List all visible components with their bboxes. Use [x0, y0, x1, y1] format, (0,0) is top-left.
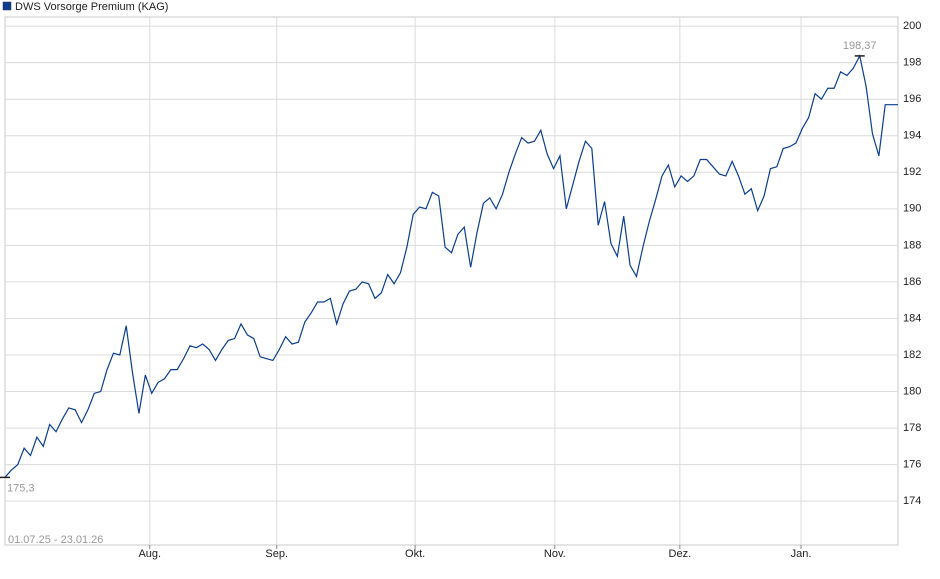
- x-tick-label: Sep.: [265, 548, 288, 560]
- y-tick-label: 200: [903, 20, 921, 32]
- line: [4, 54, 898, 478]
- y-tick-label: 192: [903, 166, 921, 178]
- y-tick-label: 174: [903, 495, 921, 507]
- y-tick-label: 180: [903, 385, 921, 397]
- y-tick-label: 194: [903, 130, 921, 142]
- y-tick-label: 176: [903, 459, 921, 471]
- plot-frame: [4, 16, 899, 546]
- x-tick-label: Dez.: [669, 548, 692, 560]
- y-tick-label: 188: [903, 239, 921, 251]
- value-label: 175,3: [7, 482, 35, 494]
- legend-swatch: [2, 1, 12, 11]
- x-tick-label: Nov.: [544, 548, 566, 560]
- y-tick-label: 178: [903, 422, 921, 434]
- x-tick-label: Okt.: [405, 548, 425, 560]
- legend-label: DWS Vorsorge Premium (KAG): [15, 1, 168, 13]
- y-tick-label: 182: [903, 349, 921, 361]
- x-tick-label: Aug.: [138, 548, 161, 560]
- y-tick-label: 184: [903, 312, 921, 324]
- y-tick-label: 198: [903, 57, 921, 69]
- value-label: 198,37: [843, 40, 877, 52]
- x-tick-label: Jan.: [791, 548, 812, 560]
- y-tick-label: 190: [903, 203, 921, 215]
- y-tick-label: 186: [903, 276, 921, 288]
- date-range: 01.07.25 - 23.01.26: [8, 534, 103, 546]
- y-tick-label: 196: [903, 93, 921, 105]
